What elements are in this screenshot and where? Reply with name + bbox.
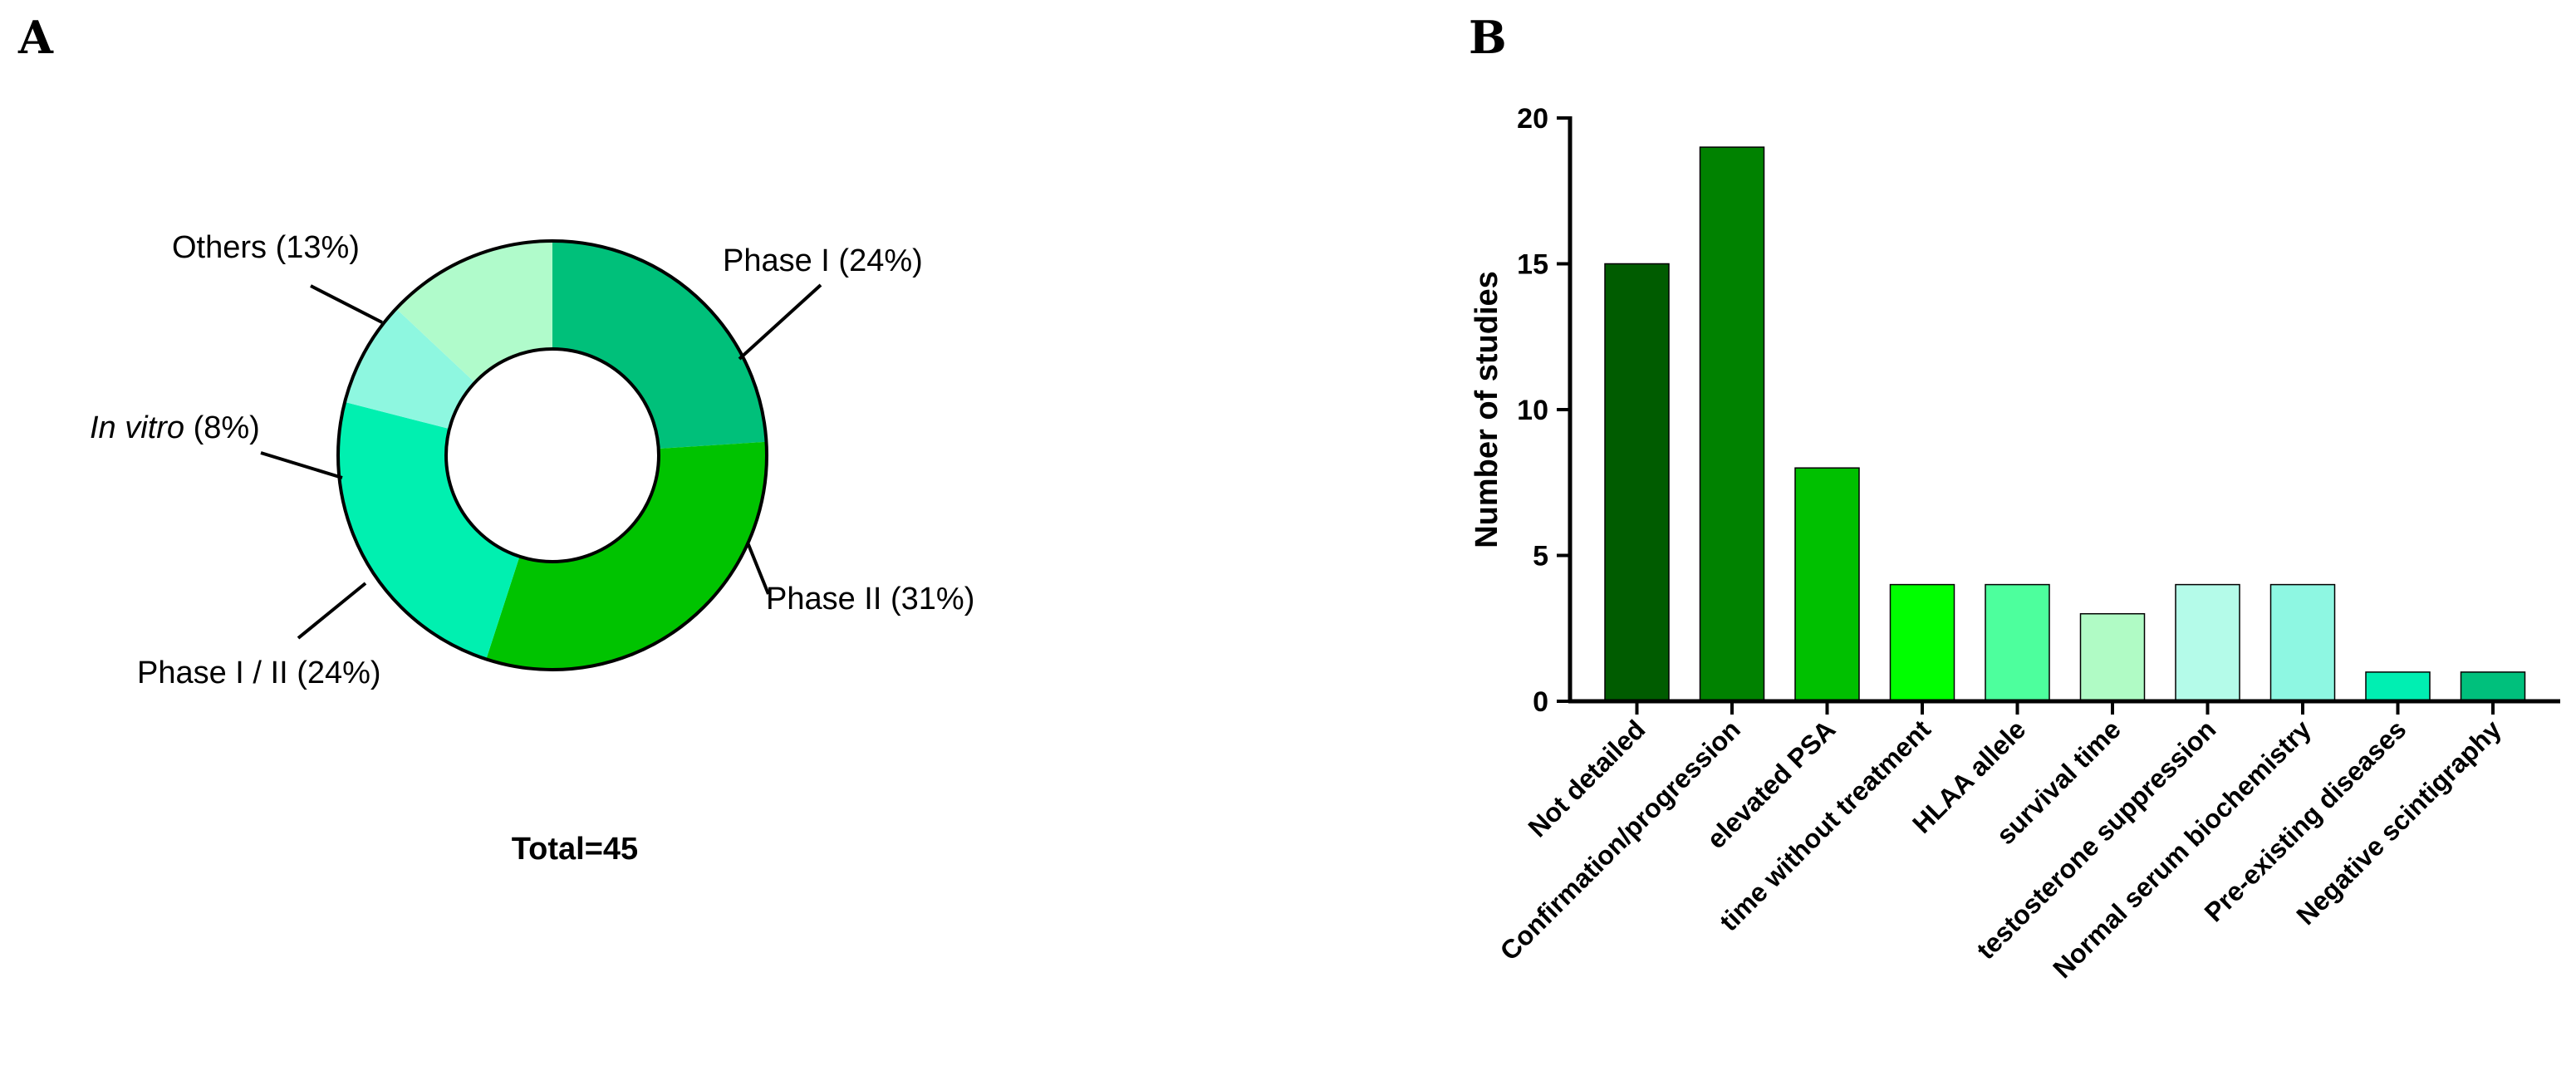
bar-not-detailed [1604,263,1670,702]
donut-chart [260,239,822,671]
panel-b-letter: B [1469,11,1507,64]
leader-in-vitro [260,451,343,479]
donut-slice-phase-i [552,241,767,449]
bar-negative-scintigraphy [2460,671,2526,702]
label-phase-i: Phase I (24%) [723,243,923,278]
y-tick-label: 0 [1533,686,1548,718]
bar-normal-serum-biochemistry [2269,583,2336,702]
leader-phase-i-ii [297,582,367,640]
label-in-vitro-italic: In vitro [90,410,184,445]
y-tick-label: 20 [1517,103,1548,135]
y-tick-label: 5 [1533,541,1548,572]
donut-hole [444,347,660,563]
bar-pre-existing-diseases [2365,671,2431,702]
leader-phase-i [738,283,822,361]
label-others: Others (13%) [172,230,360,265]
bar-elevated-psa [1794,467,1860,702]
donut-slice-in-vitro [345,308,475,430]
bar-time-without-treatment [1889,583,1955,702]
donut-labels: Phase I (24%) Phase II (31%) Phase I / I… [90,230,974,690]
bar-testosterone-suppression [2175,583,2240,702]
donut-outer-ring [336,239,768,671]
donut-slice-phase-i-ii [338,401,520,660]
y-tick-label: 15 [1517,249,1548,281]
bar-hlaa-allele [1985,583,2050,702]
panel-a-letter: A [17,11,54,64]
label-phase-ii: Phase II (31%) [766,582,974,617]
label-in-vitro-suffix: (8%) [184,410,260,445]
y-tick-label: 10 [1517,395,1548,426]
total-label: Total=45 [512,832,638,867]
bar-survival-time [2079,612,2146,702]
leader-phase-ii [746,542,770,595]
leader-others [310,284,383,324]
label-in-vitro: In vitro (8%) [90,410,260,445]
label-phase-i-ii: Phase I / II (24%) [137,656,381,690]
bar-confirmation-progression [1699,146,1765,702]
y-axis-title: Number of studies [1470,271,1504,548]
